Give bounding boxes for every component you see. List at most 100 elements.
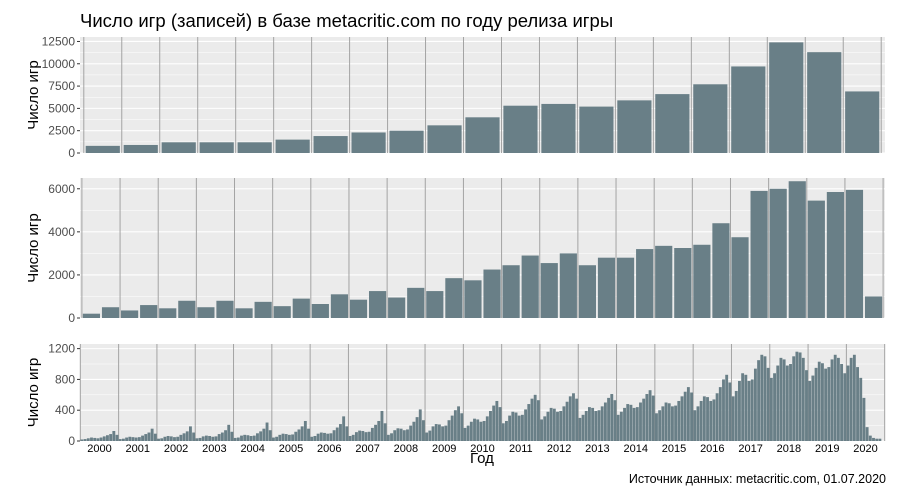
bar bbox=[121, 310, 139, 318]
bar bbox=[351, 132, 386, 153]
bar bbox=[275, 436, 279, 441]
bar bbox=[86, 438, 90, 441]
bar bbox=[527, 404, 531, 441]
bar bbox=[693, 244, 711, 318]
bar bbox=[482, 420, 486, 441]
bar bbox=[345, 426, 349, 441]
x-tick-label: 2002 bbox=[164, 443, 188, 455]
bar bbox=[789, 364, 792, 441]
bar bbox=[425, 432, 429, 441]
bar bbox=[849, 357, 853, 441]
bar bbox=[616, 257, 635, 318]
bar bbox=[291, 434, 295, 441]
bar bbox=[824, 368, 828, 441]
bar bbox=[160, 438, 164, 441]
x-tick-label: 2013 bbox=[585, 443, 609, 455]
bar bbox=[524, 409, 528, 441]
bar bbox=[814, 367, 818, 441]
bar bbox=[216, 300, 234, 318]
bar bbox=[728, 382, 732, 441]
bar bbox=[144, 434, 148, 441]
bar bbox=[541, 103, 576, 153]
bar bbox=[370, 427, 374, 441]
bar bbox=[445, 278, 463, 318]
bar bbox=[505, 420, 508, 441]
bar bbox=[82, 313, 101, 318]
bar bbox=[90, 437, 93, 441]
bar bbox=[227, 424, 231, 441]
x-tick-label: 2012 bbox=[547, 443, 571, 455]
bar bbox=[457, 406, 460, 441]
bar bbox=[635, 407, 639, 441]
bar bbox=[310, 436, 314, 441]
bar bbox=[750, 379, 754, 441]
bar bbox=[415, 417, 419, 441]
bar bbox=[753, 368, 757, 441]
bar bbox=[702, 396, 706, 441]
y-tick-label: 2000 bbox=[48, 268, 75, 282]
x-tick-label: 2015 bbox=[662, 443, 686, 455]
bar bbox=[485, 416, 489, 441]
bar bbox=[368, 291, 387, 318]
bar bbox=[319, 432, 323, 441]
bar bbox=[407, 287, 425, 318]
bar bbox=[875, 438, 879, 441]
bar bbox=[386, 434, 390, 441]
x-tick-label: 2018 bbox=[777, 443, 801, 455]
y-tick-label: 400 bbox=[55, 403, 75, 417]
bar bbox=[712, 223, 730, 318]
bar bbox=[503, 105, 538, 153]
bar bbox=[530, 398, 534, 441]
bar bbox=[747, 380, 751, 441]
bar bbox=[220, 432, 224, 441]
x-tick-label: 2006 bbox=[317, 443, 341, 455]
bar bbox=[112, 430, 116, 441]
bar bbox=[779, 357, 783, 441]
bar bbox=[559, 410, 563, 441]
bar bbox=[389, 130, 424, 153]
bar bbox=[562, 406, 566, 441]
bar bbox=[632, 407, 636, 441]
bar bbox=[198, 437, 202, 441]
bar bbox=[460, 413, 464, 441]
bar bbox=[275, 139, 310, 153]
bar bbox=[559, 253, 577, 318]
bar bbox=[292, 298, 310, 318]
bar bbox=[501, 423, 505, 441]
bar bbox=[189, 426, 192, 441]
bar bbox=[354, 432, 358, 441]
bar bbox=[102, 436, 106, 441]
bar bbox=[483, 269, 501, 318]
bar bbox=[709, 400, 713, 441]
bar bbox=[763, 356, 767, 441]
bar bbox=[664, 402, 668, 441]
bar bbox=[195, 438, 199, 441]
bar bbox=[613, 400, 617, 441]
bar bbox=[115, 434, 119, 441]
bar bbox=[388, 297, 406, 318]
y-tick-label: 0 bbox=[68, 146, 75, 160]
bar bbox=[587, 407, 591, 441]
x-tick-label: 2007 bbox=[355, 443, 379, 455]
x-tick-label: 2017 bbox=[738, 443, 762, 455]
bar bbox=[489, 410, 492, 441]
bar bbox=[830, 359, 834, 441]
bar bbox=[281, 433, 285, 441]
bar bbox=[173, 437, 176, 441]
bar bbox=[137, 437, 141, 441]
bar bbox=[536, 400, 540, 441]
y-tick-label: 12500 bbox=[42, 34, 76, 48]
bar bbox=[864, 296, 883, 318]
bar bbox=[617, 100, 652, 153]
bar bbox=[655, 94, 690, 153]
bar bbox=[217, 434, 221, 441]
y-tick-label: 4000 bbox=[48, 225, 75, 239]
bar bbox=[581, 414, 585, 441]
bar bbox=[575, 398, 579, 441]
bar bbox=[466, 425, 470, 441]
bar bbox=[584, 410, 588, 441]
bar bbox=[224, 430, 227, 441]
y-tick-label: 6000 bbox=[48, 182, 75, 196]
bar bbox=[169, 436, 173, 441]
bar bbox=[380, 410, 384, 441]
